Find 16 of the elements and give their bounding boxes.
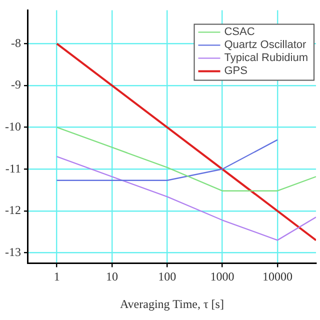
x-tick-label: 1 — [54, 270, 60, 284]
legend-label: Quartz Oscillator — [224, 39, 306, 52]
x-tick-label: 1000 — [210, 270, 234, 284]
y-tick-label: -10 — [4, 119, 21, 134]
x-tick-label: 10 — [106, 270, 118, 284]
x-axis-title: Averaging Time, τ [s] — [120, 296, 224, 311]
legend-label: CSAC — [224, 26, 255, 38]
x-tick-label: 10000 — [262, 270, 292, 284]
y-tick-label: -13 — [4, 244, 21, 259]
y-tick-label: -11 — [5, 161, 21, 176]
legend-label: GPS — [224, 65, 248, 78]
y-tick-label: -12 — [4, 203, 21, 218]
x-tick-label: 100 — [158, 270, 176, 284]
y-tick-label: -8 — [10, 36, 21, 50]
legend-label: Typical Rubidium — [224, 52, 308, 64]
y-tick-label: -9 — [10, 78, 21, 92]
